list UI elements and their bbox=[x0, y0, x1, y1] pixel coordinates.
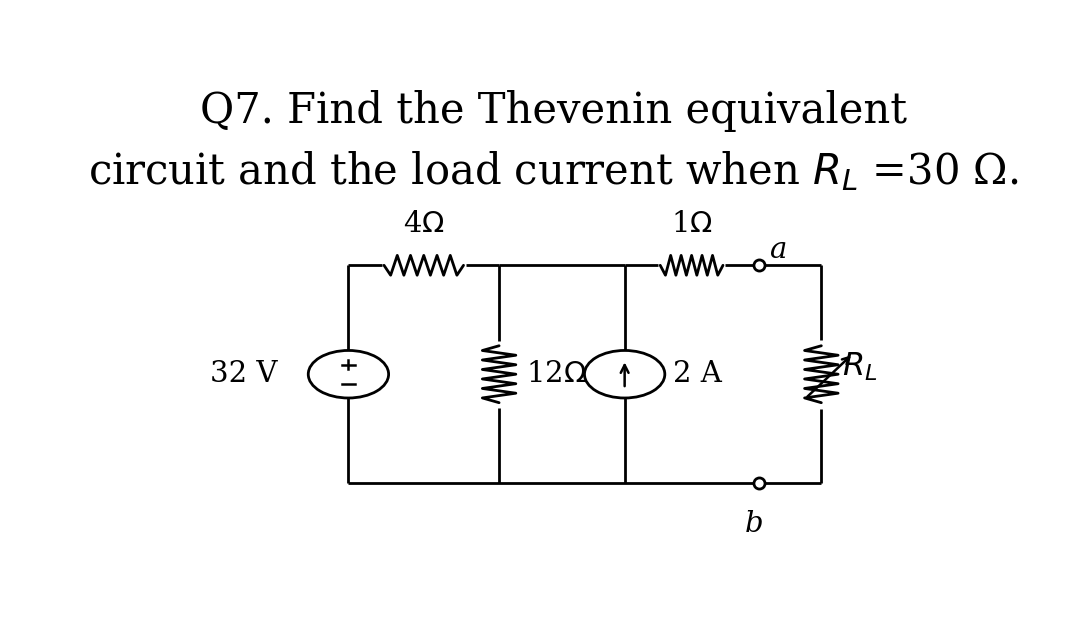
Text: 1$\Omega$: 1$\Omega$ bbox=[671, 210, 713, 238]
Text: b: b bbox=[745, 511, 764, 538]
Text: 12$\Omega$: 12$\Omega$ bbox=[526, 360, 586, 388]
Text: $R_L$: $R_L$ bbox=[842, 350, 878, 383]
Text: a: a bbox=[769, 237, 786, 264]
Text: 32 V: 32 V bbox=[210, 360, 278, 388]
Text: 2 A: 2 A bbox=[673, 360, 723, 388]
Text: Q7. Find the Thevenin equivalent: Q7. Find the Thevenin equivalent bbox=[200, 89, 907, 132]
Text: circuit and the load current when $R_L$ =30 Ω.: circuit and the load current when $R_L$ … bbox=[89, 149, 1018, 193]
Text: 4$\Omega$: 4$\Omega$ bbox=[403, 210, 445, 238]
